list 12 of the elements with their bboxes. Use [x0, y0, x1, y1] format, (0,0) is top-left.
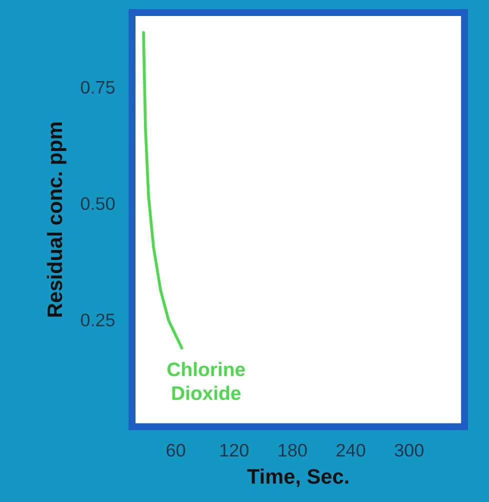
x-tick-label: 60: [166, 444, 186, 457]
x-tick-label: 240: [336, 444, 366, 457]
x-tick-label: 300: [394, 444, 424, 457]
y-axis-title: Residual conc. ppm: [46, 122, 66, 317]
y-tick-label: 0.75: [80, 80, 115, 94]
series-label: Chlorine Dioxide: [167, 362, 245, 400]
y-tick-label: 0.25: [80, 314, 115, 326]
x-tick-label: 120: [220, 444, 248, 457]
x-tick-label: 180: [278, 444, 307, 457]
line-series: [142, 31, 184, 350]
y-tick-label: 0.50: [80, 197, 115, 210]
x-axis-title: Time, Sec.: [247, 468, 348, 487]
